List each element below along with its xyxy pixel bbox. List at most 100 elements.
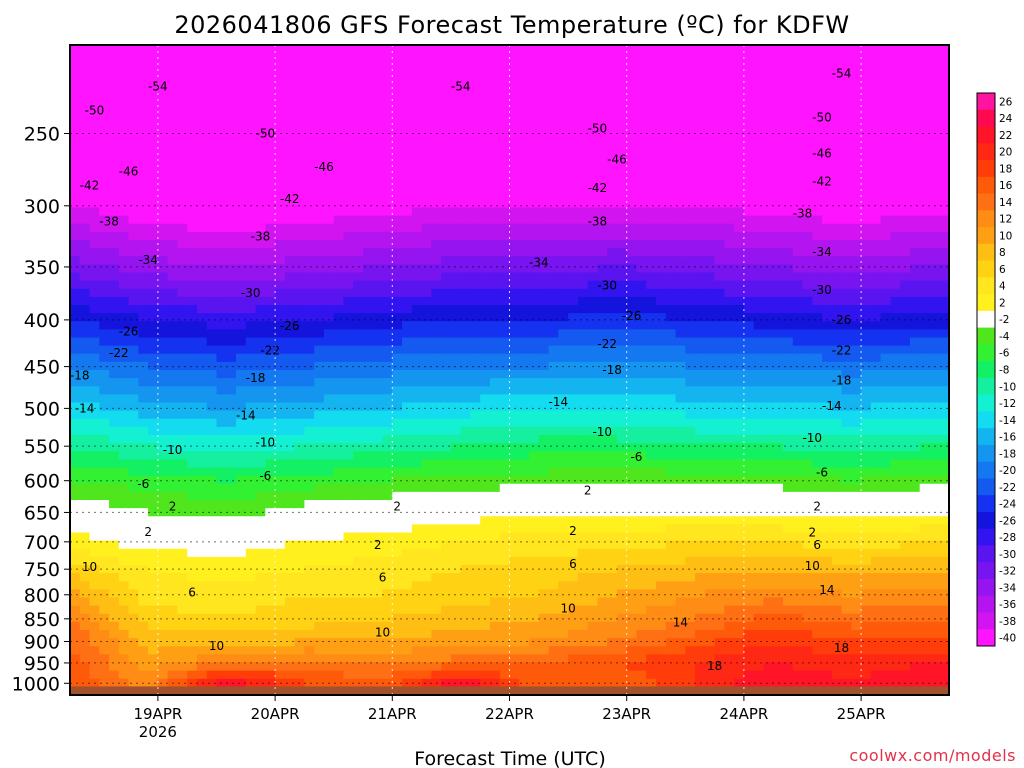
temperature-cell <box>167 321 179 330</box>
temperature-cell <box>509 166 520 176</box>
temperature-cell <box>597 183 608 192</box>
temperature-cell <box>626 508 638 517</box>
temperature-cell <box>216 459 227 469</box>
temperature-cell <box>519 118 530 127</box>
temperature-cell <box>597 53 608 62</box>
temperature-cell <box>616 540 628 550</box>
temperature-cell <box>99 597 110 607</box>
temperature-cell <box>363 353 374 363</box>
temperature-cell <box>148 150 159 160</box>
temperature-cell <box>626 500 638 509</box>
temperature-cell <box>411 670 423 680</box>
temperature-cell <box>411 353 423 363</box>
temperature-cell <box>363 646 374 655</box>
temperature-cell <box>421 426 432 436</box>
temperature-cell <box>314 361 325 371</box>
temperature-cell <box>548 53 559 62</box>
temperature-cell <box>363 272 374 282</box>
temperature-cell <box>157 491 169 501</box>
temperature-cell <box>226 248 237 257</box>
temperature-cell <box>489 134 501 144</box>
temperature-cell <box>157 565 169 574</box>
temperature-cell <box>226 134 237 144</box>
temperature-cell <box>343 410 354 420</box>
temperature-cell <box>616 556 628 566</box>
temperature-cell <box>450 118 462 127</box>
temperature-cell <box>607 215 618 225</box>
temperature-cell <box>636 175 647 184</box>
temperature-cell <box>284 150 296 160</box>
temperature-cell <box>284 207 296 217</box>
temperature-cell <box>177 613 188 623</box>
temperature-cell <box>626 69 638 79</box>
temperature-cell <box>558 662 569 672</box>
temperature-cell <box>255 85 266 95</box>
temperature-cell <box>470 581 481 590</box>
temperature-cell <box>421 158 432 168</box>
temperature-cell <box>607 548 618 558</box>
temperature-cell <box>636 256 647 265</box>
temperature-cell <box>79 646 91 655</box>
temperature-cell <box>431 45 442 54</box>
temperature-cell <box>109 654 120 664</box>
temperature-cell <box>275 85 286 95</box>
temperature-cell <box>577 199 589 209</box>
temperature-cell <box>206 678 218 688</box>
temperature-cell <box>177 61 188 70</box>
temperature-cell <box>675 256 686 265</box>
temperature-cell <box>489 166 501 176</box>
temperature-cell <box>587 435 598 444</box>
temperature-cell <box>118 272 130 282</box>
temperature-cell <box>314 500 325 509</box>
temperature-cell <box>529 207 540 217</box>
temperature-cell <box>284 394 296 404</box>
temperature-cell <box>294 605 305 615</box>
temperature-cell <box>450 256 462 265</box>
temperature-cell <box>499 280 511 290</box>
temperature-cell <box>402 353 413 363</box>
temperature-cell <box>304 508 315 517</box>
temperature-cell <box>665 166 677 176</box>
temperature-cell <box>656 670 667 680</box>
temperature-cell <box>148 654 159 664</box>
temperature-cell <box>568 646 579 655</box>
temperature-cell <box>216 378 227 387</box>
temperature-cell <box>548 175 559 184</box>
temperature-cell <box>206 183 218 192</box>
temperature-cell <box>529 93 540 103</box>
temperature-cell <box>460 508 472 517</box>
temperature-cell <box>363 183 374 192</box>
temperature-cell <box>196 191 208 200</box>
temperature-cell <box>450 166 462 176</box>
temperature-cell <box>196 61 208 70</box>
temperature-cell <box>167 142 179 152</box>
temperature-cell <box>460 451 472 460</box>
temperature-cell <box>343 280 354 290</box>
temperature-cell <box>206 581 218 590</box>
temperature-cell <box>558 77 569 87</box>
temperature-cell <box>519 581 530 590</box>
temperature-cell <box>568 77 579 87</box>
temperature-cell <box>148 53 159 62</box>
temperature-cell <box>333 288 345 298</box>
temperature-cell <box>245 126 257 135</box>
temperature-cell <box>568 215 579 225</box>
temperature-cell <box>89 296 100 306</box>
temperature-cell <box>568 134 579 144</box>
temperature-cell <box>372 264 384 274</box>
temperature-cell <box>460 53 472 62</box>
temperature-cell <box>109 556 120 566</box>
temperature-cell <box>402 110 413 119</box>
temperature-cell <box>167 288 179 298</box>
temperature-cell <box>656 207 667 217</box>
temperature-cell <box>109 256 120 265</box>
temperature-cell <box>499 150 511 160</box>
temperature-cell <box>587 305 598 314</box>
temperature-cell <box>529 370 540 379</box>
temperature-cell <box>363 45 374 54</box>
temperature-cell <box>70 329 81 339</box>
temperature-cell <box>70 556 81 566</box>
temperature-cell <box>489 386 501 395</box>
temperature-cell <box>587 654 598 664</box>
temperature-cell <box>304 321 315 330</box>
